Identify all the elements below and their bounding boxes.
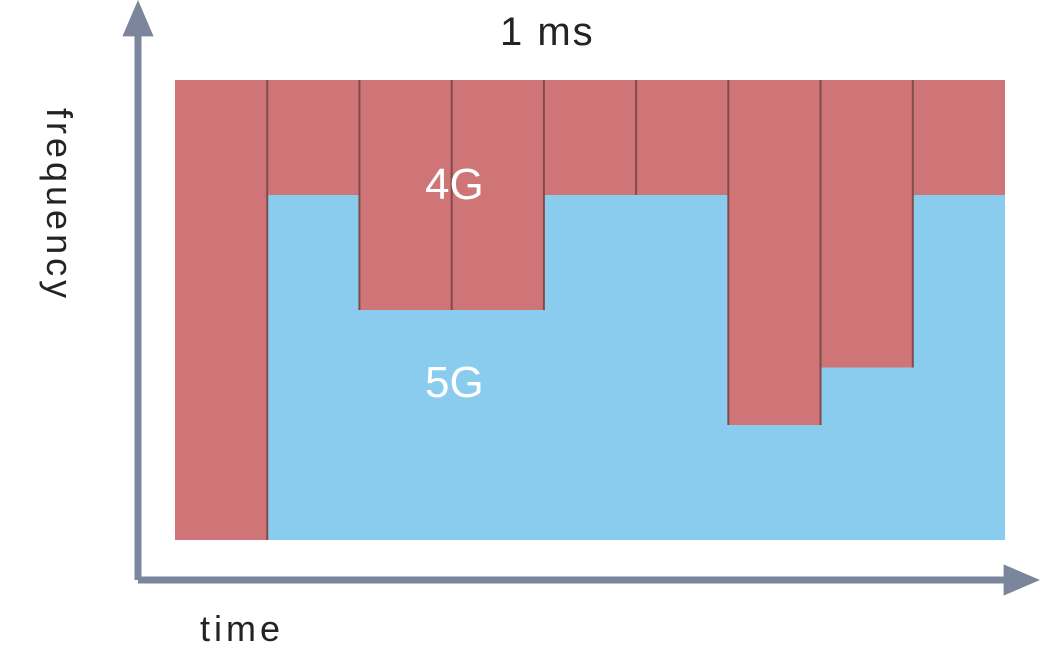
x-axis-label: time (200, 608, 284, 650)
chart-svg (0, 0, 1063, 664)
y-axis-arrow-icon (122, 0, 153, 36)
series-label-4g: 4G (425, 160, 484, 210)
y-axis-label: frequency (38, 108, 80, 302)
x-axis-arrow-icon (1004, 564, 1040, 595)
diagram-root: 1 ms frequency time 4G 5G (0, 0, 1063, 664)
duration-label: 1 ms (500, 10, 595, 55)
series-label-5g: 5G (425, 358, 484, 408)
